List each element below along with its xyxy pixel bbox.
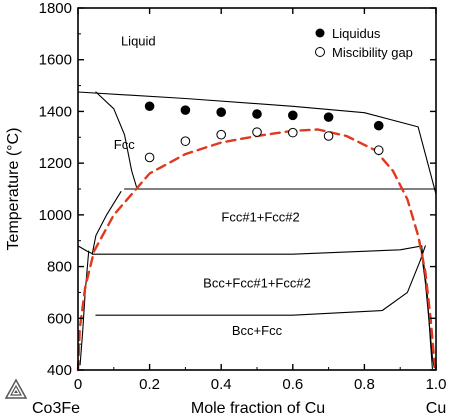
y-tick-label: 1000: [39, 207, 72, 224]
phase-boundary-line-6: [95, 245, 426, 316]
legend-label-miscibility-gap: Miscibility gap: [332, 45, 413, 60]
axis-ticks: 0 0.2 0.4 0.6 0.8 1.0 400 600 800 1000 1200 1400 160…: [39, 0, 447, 393]
liquidus-point: [288, 110, 298, 121]
region-label: Fcc: [114, 137, 135, 152]
y-tick-label: 1200: [39, 155, 72, 172]
y-tick-label: 400: [47, 362, 72, 379]
region-label: Bcc+Fcc#1+Fcc#2: [203, 275, 311, 290]
phase-boundary-line-4: [77, 245, 93, 255]
y-tick-label: 1400: [39, 103, 72, 120]
miscibility-gap-point: [323, 131, 334, 141]
x-tick-label: 0.8: [354, 376, 375, 393]
x-endpoint-left-label: Co3Fe: [32, 400, 80, 417]
region-labels: Liquid Fcc Fcc#1+Fcc#2 Bcc+Fcc#1+Fcc#2 Bcc+F…: [114, 33, 311, 338]
x-tick-label: 0.2: [139, 376, 160, 393]
liquidus-point: [373, 120, 384, 131]
legend: Liquidus Miscibility gap: [315, 26, 413, 60]
y-tick-label: 800: [47, 259, 72, 276]
x-axis-title: Mole fraction of Cu: [191, 400, 325, 417]
miscibility-gap-curve-10: [76, 128, 438, 372]
region-label: Liquid: [121, 33, 156, 48]
x-tick-label: 0.6: [282, 376, 303, 393]
data-points: [144, 101, 384, 163]
x-tick-label: 0: [74, 376, 82, 393]
liquidus-point: [180, 105, 191, 115]
y-tick-label: 1800: [39, 0, 72, 17]
calculated-phase-lines: [76, 91, 438, 372]
miscibility-gap-point: [288, 127, 298, 138]
phase-boundary-line-5: [91, 245, 423, 255]
liquidus-point: [323, 112, 334, 122]
miscibility-gap-point: [144, 152, 155, 163]
legend-label-liquidus: Liquidus: [332, 26, 381, 41]
x-tick-label: 0.4: [211, 376, 232, 393]
phase-boundary-line-0: [77, 91, 437, 195]
phase-boundary-line-1: [95, 91, 138, 190]
x-tick-label: 1.0: [426, 376, 447, 393]
liquidus-point: [216, 107, 226, 118]
liquidus-point: [144, 101, 155, 112]
phase-boundary-line-3: [91, 191, 122, 255]
legend-marker-liquidus: [315, 28, 325, 38]
region-label: Bcc+Fcc: [232, 323, 283, 338]
miscibility-gap-point: [216, 129, 226, 140]
y-tick-label: 600: [47, 310, 72, 327]
x-endpoint-right-label: Cu: [426, 400, 446, 417]
region-label: Fcc#1+Fcc#2: [221, 209, 299, 224]
thermocalc-logo-icon: [4, 378, 28, 399]
miscibility-gap-point: [373, 145, 384, 156]
phase-boundary-line-7: [79, 250, 90, 366]
miscibility-gap-point: [252, 127, 262, 137]
liquidus-point: [252, 109, 262, 119]
miscibility-gap-point: [180, 136, 191, 146]
legend-marker-miscibility-gap: [315, 47, 325, 57]
y-axis-title: Temperature (°C): [5, 128, 22, 251]
y-tick-label: 1600: [39, 52, 72, 69]
